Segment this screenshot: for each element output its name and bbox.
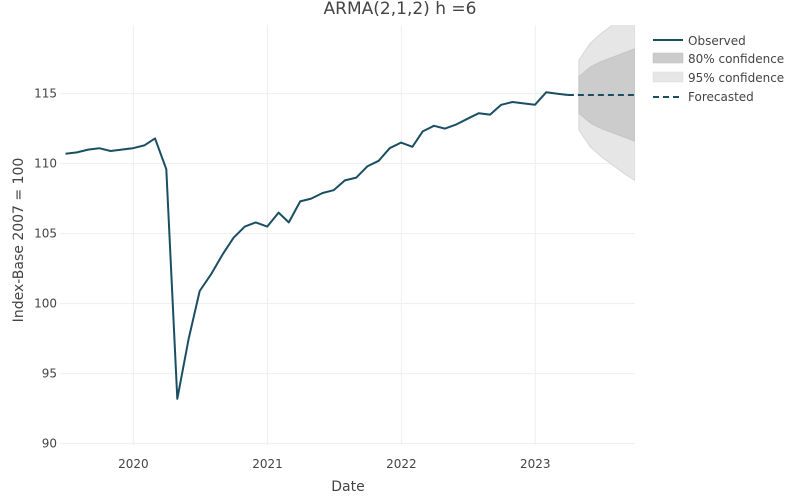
x-tick-label: 2022 xyxy=(386,457,417,471)
legend-label-observed: Observed xyxy=(688,34,746,48)
grid xyxy=(60,25,635,445)
legend-label-95-confidence: 95% confidence xyxy=(688,71,784,85)
chart-title: ARMA(2,1,2) h =6 xyxy=(324,0,477,19)
legend-label-80-confidence: 80% confidence xyxy=(688,52,784,66)
y-axis-label: Index-Base 2007 = 100 xyxy=(11,158,27,323)
series-layer xyxy=(65,91,635,400)
y-tick-label: 115 xyxy=(34,87,57,101)
confidence-band-80-layer xyxy=(578,48,635,142)
y-tick-label: 95 xyxy=(42,367,57,381)
y-tick-label: 110 xyxy=(34,157,57,171)
x-tick-label: 2023 xyxy=(520,457,551,471)
x-tick-label: 2021 xyxy=(252,457,283,471)
y-tick-label: 90 xyxy=(42,437,57,451)
legend-item-observed[interactable]: Observed xyxy=(653,34,746,48)
confidence-band-80 xyxy=(578,48,635,142)
legend-swatch-95-confidence xyxy=(652,71,684,83)
tick-labels: 90 95 100 105 110 115 2020 2021 2022 2023 xyxy=(34,87,550,471)
legend-swatch-80-confidence xyxy=(652,52,684,64)
x-axis-label: Date xyxy=(331,479,364,494)
legend[interactable]: Observed 80% confidence 95% confidence F… xyxy=(652,34,784,104)
legend-item-95-confidence[interactable]: 95% confidence xyxy=(652,71,784,85)
legend-label-forecasted: Forecasted xyxy=(688,90,754,104)
observed-line xyxy=(65,91,569,400)
x-tick-label: 2020 xyxy=(118,457,149,471)
legend-item-forecasted[interactable]: Forecasted xyxy=(653,90,754,104)
legend-item-80-confidence[interactable]: 80% confidence xyxy=(652,52,784,66)
y-tick-label: 105 xyxy=(34,227,57,241)
y-tick-label: 100 xyxy=(34,297,57,311)
